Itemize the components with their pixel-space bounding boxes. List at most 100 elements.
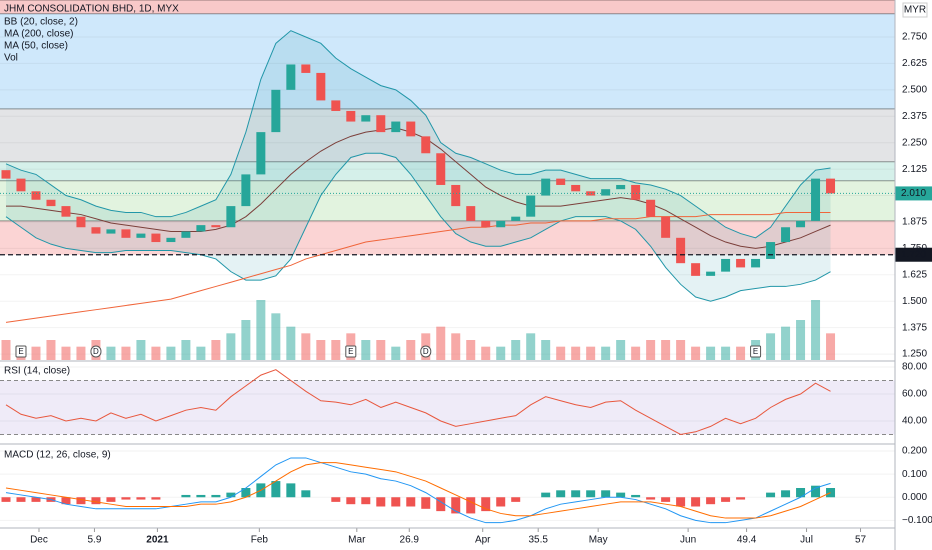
histogram-bar: [211, 494, 221, 498]
volume-bar: [706, 346, 716, 360]
candle: [616, 184, 626, 190]
last-tag: [895, 186, 932, 201]
candle: [166, 237, 176, 243]
event-marker: [420, 345, 432, 358]
candle: [121, 229, 131, 238]
y-tick-label: 1.375: [902, 322, 927, 333]
candle: [61, 206, 71, 217]
histogram-bar: [766, 492, 776, 498]
zone: [0, 108, 895, 162]
volume-bar: [586, 346, 596, 360]
volume-bar: [181, 340, 191, 360]
volume-bar: [391, 346, 401, 360]
y-tick-label: 2.625: [902, 58, 927, 69]
volume-bar: [781, 326, 791, 360]
volume-bar: [316, 340, 326, 360]
volume-bar: [721, 346, 731, 360]
histogram-bar: [691, 497, 701, 507]
candle: [331, 100, 341, 111]
volume-bar: [691, 346, 701, 360]
candle: [256, 132, 266, 175]
candle: [796, 220, 806, 228]
histogram-bar: [781, 490, 791, 498]
y-tick-label: 60.00: [902, 389, 927, 400]
volume-bar: [676, 340, 686, 360]
histogram-bar: [241, 488, 251, 498]
histogram-bar: [706, 497, 716, 505]
candle: [421, 136, 431, 154]
histogram-bar: [61, 497, 71, 505]
candle: [526, 195, 536, 217]
candle: [736, 258, 746, 268]
chart-title: JHM CONSOLIDATION BHD, 1D, MYX: [4, 4, 179, 15]
candle: [691, 263, 701, 276]
x-tick-label: Feb: [251, 535, 269, 546]
candle: [106, 229, 116, 234]
volume-bar: [46, 340, 56, 360]
candle: [721, 258, 731, 272]
signal-line: [5, 462, 831, 519]
histogram-bar: [511, 497, 521, 502]
volume-bar: [436, 326, 446, 360]
event-label: E: [753, 347, 758, 356]
candle: [541, 178, 551, 196]
histogram-bar: [631, 494, 641, 498]
candle: [646, 199, 656, 217]
volume-bar: [196, 346, 206, 360]
legend-entry: Vol: [4, 53, 18, 64]
y-tick-label: 0.000: [902, 492, 927, 503]
last-label: 2.010: [901, 188, 926, 199]
candle: [226, 206, 236, 228]
histogram-bar: [421, 497, 431, 509]
x-tick-label: 5.9: [87, 535, 101, 546]
candle: [601, 189, 611, 196]
candle: [511, 216, 521, 221]
histogram-bar: [286, 483, 296, 498]
candle: [181, 231, 191, 238]
volume-bar: [496, 346, 506, 360]
histogram-bar: [796, 488, 806, 498]
x-tick-label: 2021: [146, 535, 169, 546]
volume-bar: [601, 346, 611, 360]
volume-bar: [571, 346, 581, 360]
volume-bar: [661, 340, 671, 360]
level-tag: [895, 247, 932, 262]
x-tick-label: 49.4: [737, 535, 757, 546]
y-tick-label: 2.125: [902, 164, 927, 175]
candle: [391, 121, 401, 133]
volume-bar: [151, 346, 161, 360]
y-tick-label: −0.100: [902, 515, 932, 526]
event-label: E: [348, 347, 353, 356]
histogram-bar: [391, 497, 401, 507]
volume-bar: [796, 320, 806, 360]
volume-bar: [376, 340, 386, 360]
bb-lower: [5, 152, 831, 302]
candle: [46, 199, 56, 207]
y-tick-label: 2.250: [902, 137, 927, 148]
histogram-bar: [646, 497, 656, 500]
histogram-bar: [76, 497, 86, 505]
volume-bar: [76, 346, 86, 360]
candle: [16, 178, 26, 192]
candle: [241, 174, 251, 207]
candle: [286, 64, 296, 90]
volume-bar: [481, 346, 491, 360]
candle: [376, 115, 386, 133]
volume-bar: [616, 340, 626, 360]
volume-bar: [241, 320, 251, 360]
y-tick-label: 40.00: [902, 416, 927, 427]
histogram-bar: [91, 497, 101, 505]
volume-bar: [226, 333, 236, 360]
y-tick-label: 0.100: [902, 469, 927, 480]
candle: [436, 153, 446, 185]
volume-bar: [61, 346, 71, 360]
candle: [811, 178, 821, 221]
histogram-bar: [346, 497, 356, 505]
currency-tag: [902, 2, 928, 18]
histogram-bar: [121, 497, 131, 500]
histogram-bar: [676, 497, 686, 507]
candle: [151, 233, 161, 243]
volume-bar: [271, 313, 281, 360]
candle: [466, 206, 476, 221]
